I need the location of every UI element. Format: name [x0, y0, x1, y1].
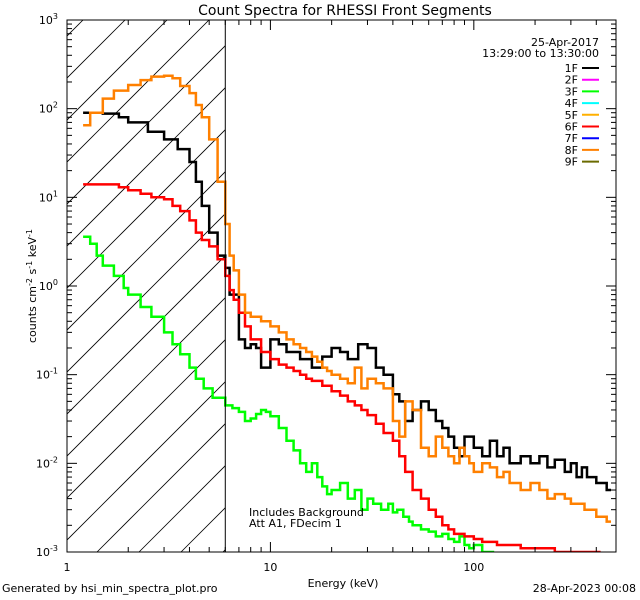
- series-6F: [83, 183, 601, 552]
- footer-generated-by: Generated by hsi_min_spectra_plot.pro: [2, 582, 218, 595]
- chart-title: Count Spectra for RHESSI Front Segments: [198, 3, 492, 19]
- y-tick-exponent: 3: [53, 12, 58, 21]
- x-tick-label: 1: [64, 561, 71, 574]
- legend-label-9F: 9F: [565, 156, 578, 169]
- hatch-line: [96, 423, 226, 552]
- y-tick-base: 10: [39, 103, 53, 116]
- y-tick-label: 10-2: [36, 455, 58, 470]
- y-tick-base: 10: [36, 457, 50, 470]
- y-tick-label: 101: [39, 189, 58, 204]
- x-tick-label: 100: [463, 561, 484, 574]
- axis-ticks: [66, 19, 617, 553]
- y-tick-base: 10: [36, 546, 50, 559]
- y-tick-exponent: -2: [50, 455, 58, 464]
- plot-background: [67, 20, 616, 552]
- y-tick-label: 10-1: [36, 367, 58, 382]
- legend-label-5F: 5F: [565, 109, 578, 122]
- series-1F: [83, 111, 611, 492]
- y-tick-label: 100: [39, 278, 58, 293]
- y-label-part-1: counts cm: [26, 286, 39, 343]
- y-label-exp-1: -2: [25, 278, 34, 286]
- y-label-part-2: s: [26, 268, 39, 277]
- series-8F: [83, 74, 611, 523]
- legend-label-8F: 8F: [565, 144, 578, 157]
- series-group: [83, 74, 611, 552]
- hatch-line: [67, 87, 226, 247]
- y-tick-label: 102: [39, 101, 58, 116]
- y-tick-exponent: -1: [50, 367, 58, 376]
- y-tick-base: 10: [39, 280, 53, 293]
- hatch-line: [67, 45, 226, 205]
- y-label-exp-2: -1: [25, 261, 34, 269]
- annotation-background: Includes Background: [249, 506, 364, 519]
- hatch-line: [67, 297, 226, 457]
- legend-label-4F: 4F: [565, 97, 578, 110]
- x-tick-label: 10: [263, 561, 277, 574]
- hatch-line: [67, 129, 226, 289]
- x-tick-labels: 1 10 100: [64, 561, 485, 574]
- y-label-part-3: keV: [26, 237, 39, 261]
- legend-label-1F: 1F: [565, 62, 578, 75]
- y-tick-exponent: 0: [53, 278, 58, 287]
- chart-time-range: 13:29:00 to 13:30:00: [482, 47, 599, 60]
- y-tick-label: 10-3: [36, 544, 58, 559]
- y-axis-label: counts cm-2 s-1 keV-1: [25, 229, 39, 343]
- legend-label-3F: 3F: [565, 85, 578, 98]
- footer-timestamp: 28-Apr-2023 00:08: [532, 582, 636, 595]
- y-tick-base: 10: [36, 369, 50, 382]
- y-tick-base: 10: [39, 191, 53, 204]
- annotation-attenuator: Att A1, FDecim 1: [249, 517, 342, 530]
- y-tick-exponent: 1: [53, 189, 58, 198]
- legend-label-2F: 2F: [565, 74, 578, 87]
- hatch-line: [67, 381, 226, 541]
- series-3F: [83, 235, 495, 552]
- hatch-line: [67, 171, 226, 331]
- hatch-line: [67, 339, 226, 499]
- legend-label-7F: 7F: [565, 132, 578, 145]
- y-tick-exponent: 2: [53, 101, 58, 110]
- y-label-exp-3: -1: [25, 229, 34, 237]
- hatched-region: [67, 20, 226, 552]
- legend-label-6F: 6F: [565, 121, 578, 134]
- y-tick-exponent: -3: [50, 544, 58, 553]
- x-axis-label: Energy (keV): [308, 577, 379, 590]
- y-tick-label: 103: [39, 12, 58, 27]
- y-tick-base: 10: [39, 14, 53, 27]
- chart-date: 25-Apr-2017: [531, 36, 599, 49]
